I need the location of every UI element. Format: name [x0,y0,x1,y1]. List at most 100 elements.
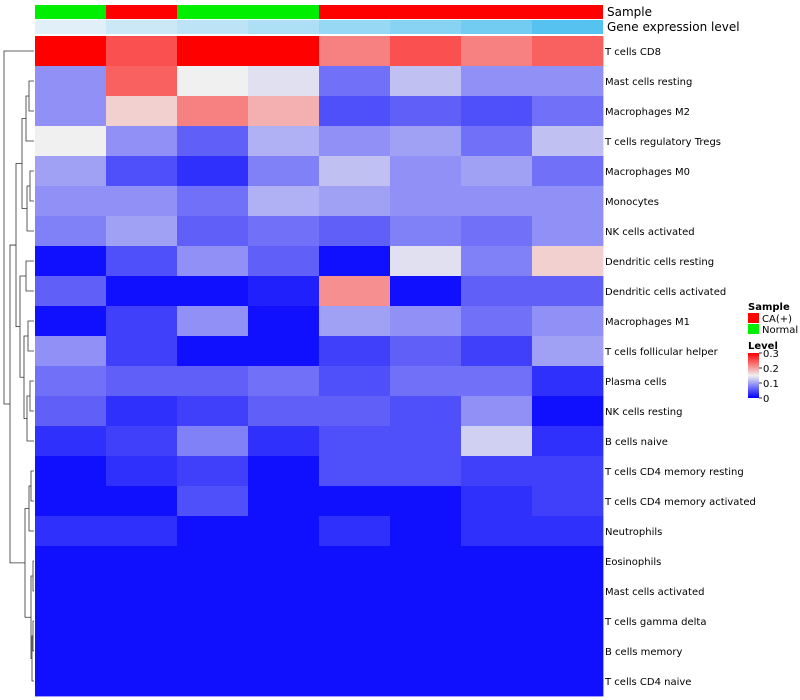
heatmap-cell [177,456,249,487]
heatmap-cell [106,606,178,637]
heatmap-cell [390,516,462,547]
sample-annotation-cell [248,5,319,19]
sample-annotation-cell [319,5,390,19]
row-label: T cells CD8 [604,47,661,58]
heatmap-cell [177,636,249,667]
heatmap-cell [177,156,249,187]
dendrogram-branch [25,260,34,292]
heatmap-cell [532,126,604,157]
heatmap-cell [390,156,462,187]
heatmap-cell [177,576,249,607]
heatmap-cell [248,306,320,337]
heatmap-cell [177,666,249,697]
heatmap-cell [106,666,178,697]
heatmap-cell [532,396,604,427]
heatmap-cell [319,156,391,187]
heatmap-cell [106,186,178,217]
heatmap-cell [106,456,178,487]
heatmap-cell [248,366,320,397]
heatmap-cell [177,66,249,97]
heatmap-cell [461,96,533,127]
heatmap-cell [248,666,320,697]
heatmap-cell [106,96,178,127]
row-label: Dendritic cells resting [605,257,714,268]
row-label: Plasma cells [605,377,667,388]
heatmap-cell [177,426,249,457]
heatmap-cell [532,606,604,637]
heatmap-cell [106,576,178,607]
heatmap-cell [106,516,178,547]
heatmap-cell [390,666,462,697]
row-label: Macrophages M2 [605,107,690,118]
sample-annotation-cell [390,5,461,19]
heatmap-cell [248,96,320,127]
heatmap-cell [248,516,320,547]
heatmap-cell [35,456,107,487]
heatmap-cell [532,456,604,487]
heatmap-cell [35,306,107,337]
expression-annotation-cell [319,20,390,34]
heatmap-cell [106,336,178,367]
heatmap-cell [390,546,462,577]
heatmap-cell [177,36,249,67]
heatmap-cell [248,426,320,457]
heatmap-cell [248,126,320,157]
heatmap-cell [248,546,320,577]
row-labels: T cells CD8 Mast cells resting Macrophages… [604,47,756,688]
heatmap-cell [319,66,391,97]
dendrogram-branch [24,508,31,618]
heatmap-cell [461,186,533,217]
heatmap-cell [319,366,391,397]
level-legend-tick-label: 0 [763,394,769,405]
dendrogram-branch [32,560,34,592]
expression-annotation-cell [106,20,177,34]
dendrogram-branch [30,470,34,502]
heatmap-cell [319,426,391,457]
dendrogram-branch [9,244,25,564]
heatmap-cell [248,396,320,427]
heatmap-cell [248,36,320,67]
heatmap-cell [35,636,107,667]
heatmap-cell [461,366,533,397]
level-legend: Level 0.3 0.2 0.1 0 [748,341,779,405]
heatmap-cell [106,276,178,307]
dendrogram-branch [26,185,34,232]
heatmap-cell [106,396,178,427]
heatmap-cell [35,486,107,517]
heatmap-cell [461,306,533,337]
expression-annotation-cell [461,20,532,34]
heatmap-cell [532,306,604,337]
dendrogram-branch [25,95,34,142]
heatmap-cell [319,216,391,247]
heatmap-cell [461,456,533,487]
heatmap-cell [177,606,249,637]
level-colorbar [748,353,759,398]
heatmap-cell [390,216,462,247]
row-label: Monocytes [605,197,659,208]
heatmap-cell [106,306,178,337]
heatmap-cell [35,666,107,697]
heatmap-cell [390,336,462,367]
heatmap-cell [319,546,391,577]
dendrogram-branch [28,485,34,532]
heatmap-cell [248,576,320,607]
heatmap-cell [390,396,462,427]
dendrogram-branch [26,395,34,442]
level-legend-tick-label: 0.2 [763,364,779,375]
heatmap-cell [248,606,320,637]
heatmap-cell [106,636,178,667]
heatmap-cell [532,546,604,577]
heatmap-cell [106,546,178,577]
row-label: B cells naive [605,437,668,448]
heatmap-cell [461,216,533,247]
heatmap-cell [106,156,178,187]
heatmap-cell [390,276,462,307]
dendrogram-branch [15,163,22,328]
heatmap-cell [106,246,178,277]
heatmap-cell [532,246,604,277]
heatmap-cell [319,486,391,517]
heatmap-cell [248,246,320,277]
annotation-label-sample: Sample [607,5,652,19]
heatmap-cell [35,426,107,457]
